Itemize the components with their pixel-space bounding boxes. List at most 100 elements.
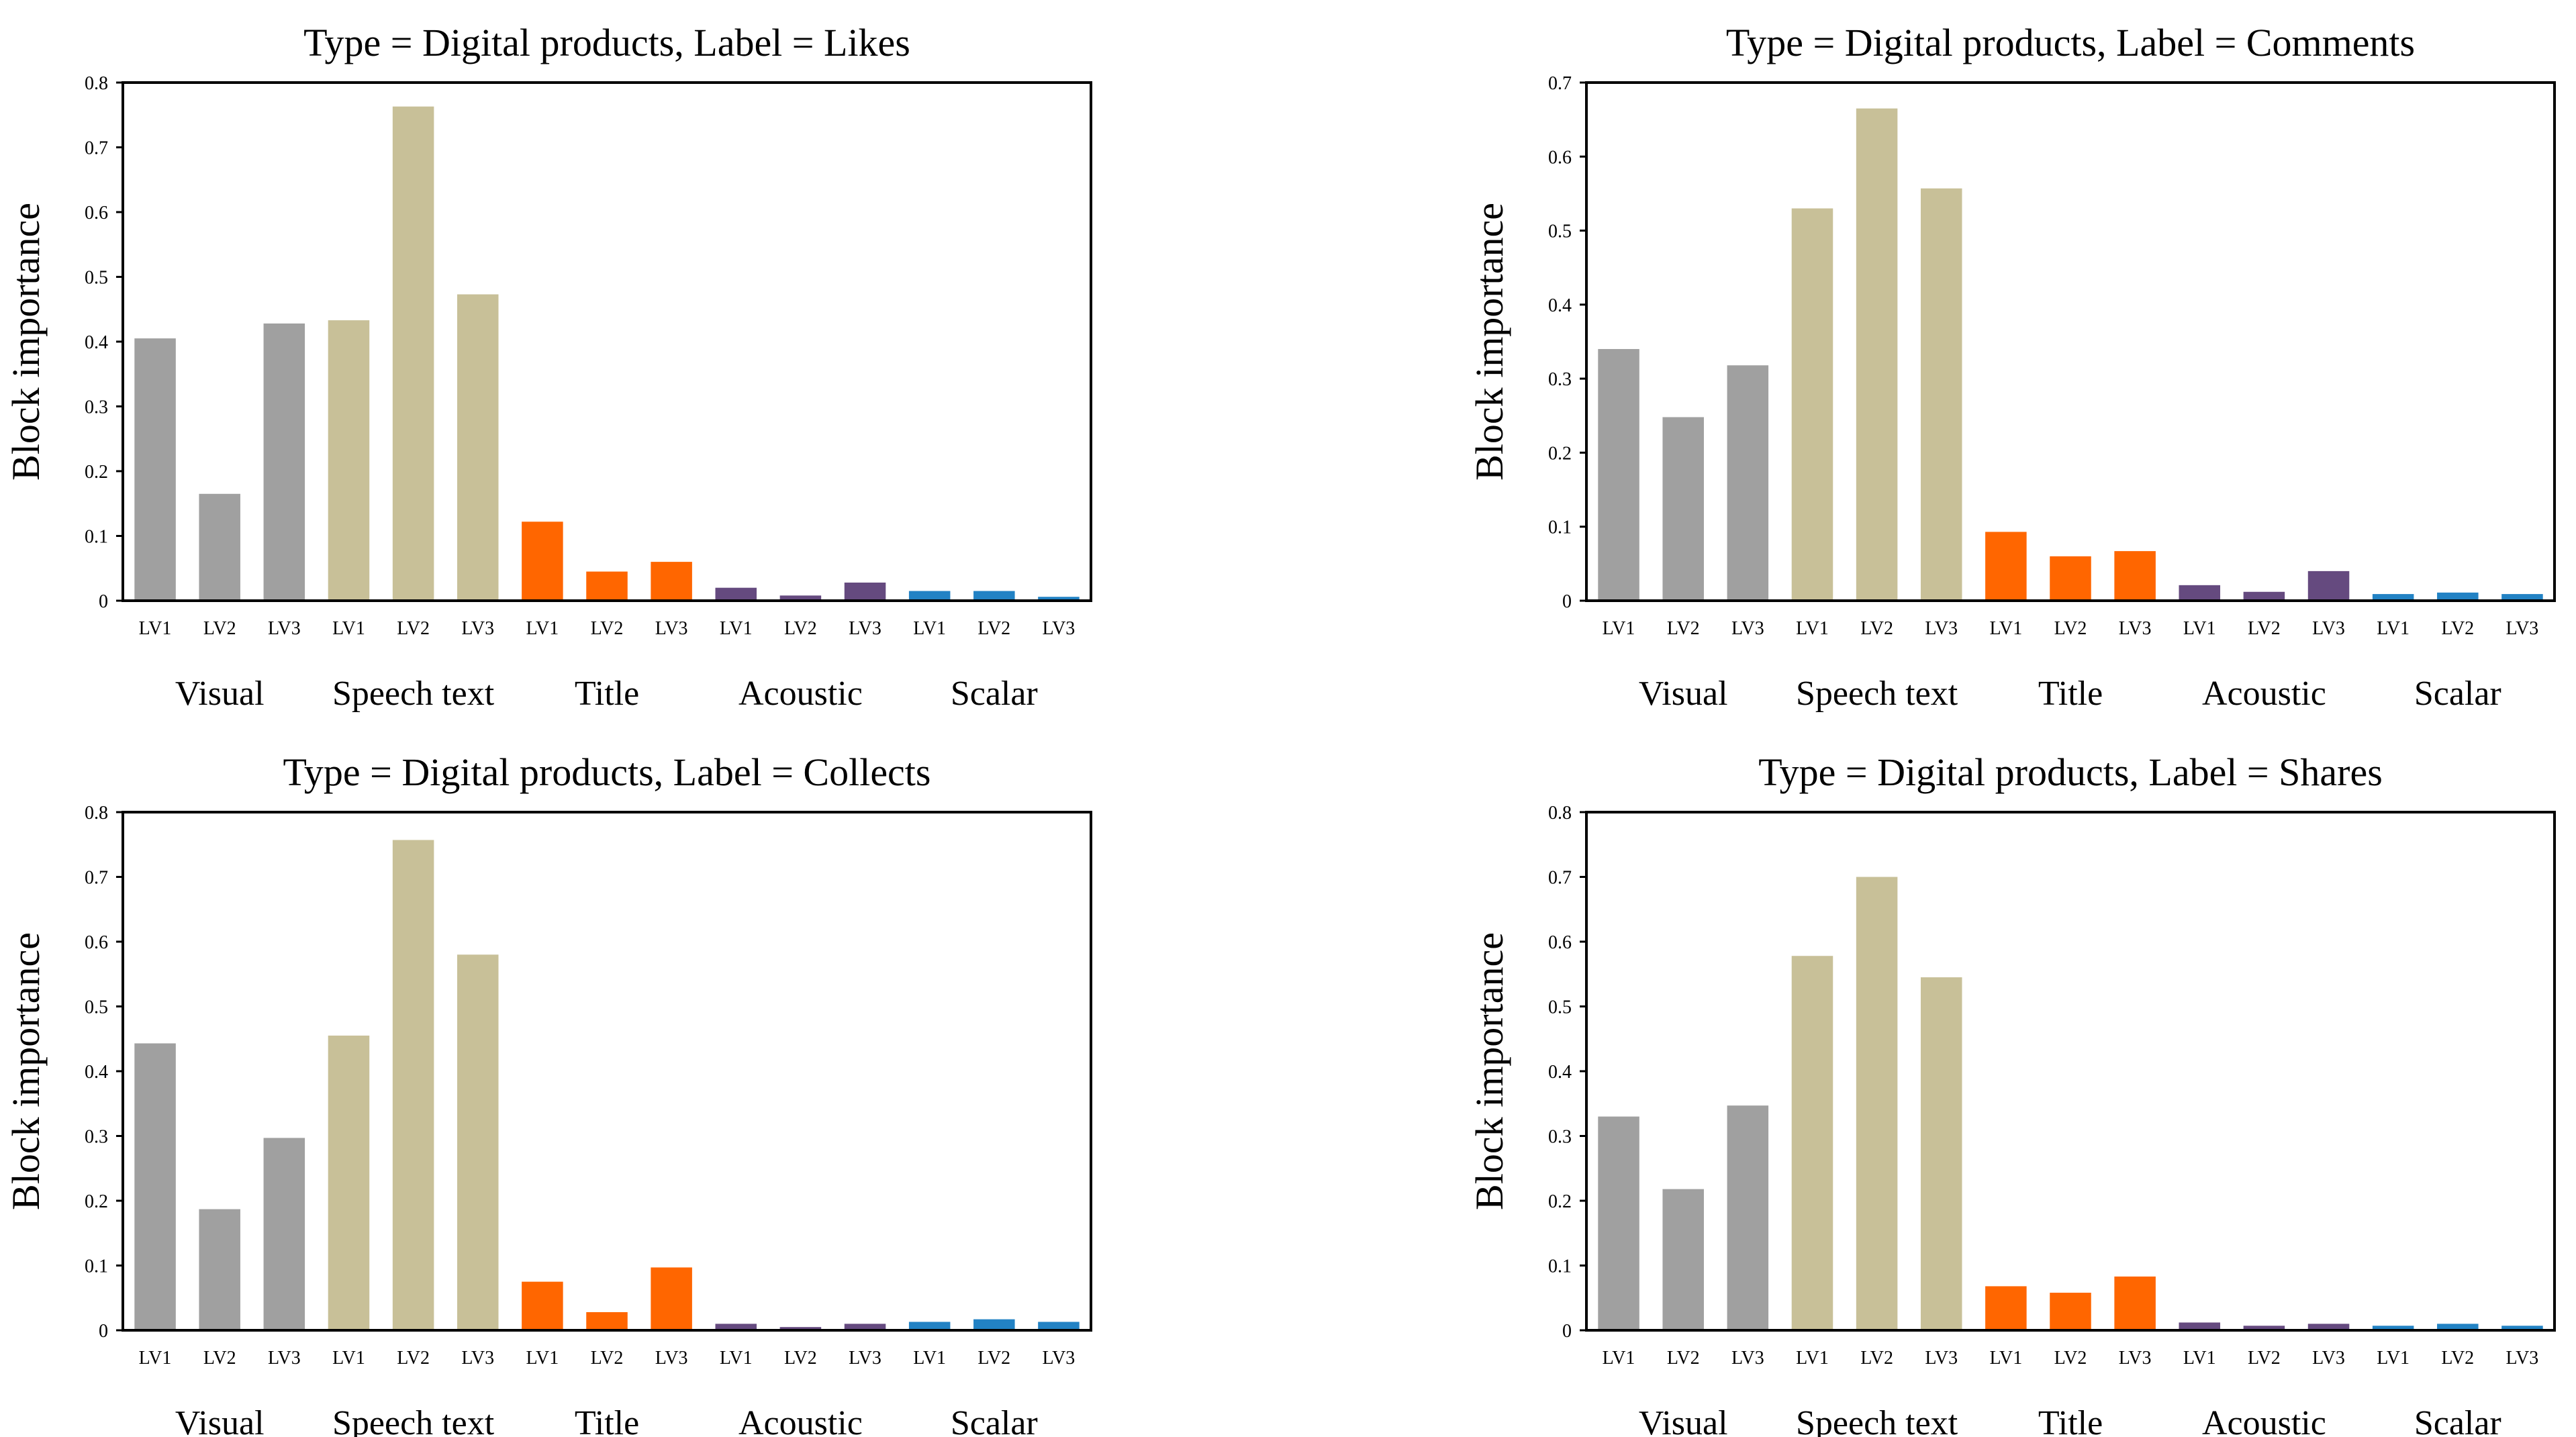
bar bbox=[844, 582, 886, 601]
bar bbox=[651, 1267, 692, 1330]
y-axis-label: Block importance bbox=[4, 932, 48, 1210]
bar bbox=[2307, 571, 2350, 601]
x-tick-label: LV3 bbox=[655, 618, 688, 639]
y-tick-label: 0.3 bbox=[1548, 369, 1572, 390]
y-tick-label: 0.4 bbox=[1548, 1062, 1572, 1083]
x-tick-label: LV1 bbox=[526, 1348, 559, 1369]
bar bbox=[328, 320, 370, 601]
chart-panel: Type = Digital products, Label = Likes Bl… bbox=[4, 21, 1092, 713]
group-label: Speech text bbox=[1796, 1404, 1958, 1437]
x-tick-label: LV1 bbox=[1989, 1348, 2022, 1369]
group-label: Scalar bbox=[2414, 675, 2501, 713]
y-tick-label: 0.7 bbox=[85, 868, 108, 889]
y-tick-label: 0.3 bbox=[85, 397, 108, 418]
group-label: Acoustic bbox=[738, 675, 863, 713]
bar bbox=[1038, 597, 1080, 601]
x-tick-label: LV3 bbox=[2312, 1348, 2345, 1369]
bar bbox=[715, 1324, 757, 1330]
x-tick-label: LV1 bbox=[720, 618, 753, 639]
group-label: Title bbox=[2038, 675, 2103, 713]
bar bbox=[263, 323, 305, 601]
x-tick-label: LV2 bbox=[591, 1348, 624, 1369]
x-tick-label: LV2 bbox=[591, 618, 624, 639]
bar bbox=[457, 954, 499, 1330]
bar bbox=[2179, 585, 2221, 601]
group-label: Title bbox=[2038, 1404, 2103, 1437]
x-tick-label: LV2 bbox=[977, 1348, 1010, 1369]
group-label: Visual bbox=[1639, 1404, 1728, 1437]
x-tick-label: LV3 bbox=[1731, 618, 1764, 639]
group-label: Scalar bbox=[951, 675, 1038, 713]
y-tick-label: 0.4 bbox=[1548, 295, 1572, 316]
bar bbox=[908, 591, 951, 601]
x-tick-label: LV1 bbox=[2377, 618, 2410, 639]
x-tick-label: LV1 bbox=[332, 1348, 365, 1369]
bar bbox=[973, 591, 1015, 601]
chart-title: Type = Digital products, Label = Likes bbox=[303, 21, 910, 64]
plot-frame bbox=[122, 811, 1092, 1332]
group-label: Speech text bbox=[1796, 675, 1958, 713]
x-tick-label: LV1 bbox=[2183, 618, 2216, 639]
x-tick-label: LV3 bbox=[268, 1348, 301, 1369]
x-tick-label: LV3 bbox=[461, 618, 494, 639]
y-tick-label: 0.1 bbox=[1548, 1256, 1572, 1277]
x-tick-label: LV3 bbox=[2312, 618, 2345, 639]
bar bbox=[134, 1043, 176, 1330]
chart-title: Type = Digital products, Label = Collect… bbox=[283, 750, 931, 794]
y-tick-label: 0.2 bbox=[85, 462, 108, 483]
bar bbox=[1662, 1189, 1704, 1330]
y-tick-label: 0.1 bbox=[85, 527, 108, 548]
bar bbox=[2307, 1324, 2350, 1330]
bar bbox=[1727, 365, 1769, 601]
y-tick-label: 0.1 bbox=[85, 1256, 108, 1277]
y-tick-label: 0.7 bbox=[85, 138, 108, 159]
bar bbox=[2437, 592, 2479, 601]
bar bbox=[2501, 1326, 2543, 1330]
bar bbox=[586, 571, 628, 601]
y-axis-label: Block importance bbox=[1468, 932, 1511, 1210]
x-tick-label: LV3 bbox=[461, 1348, 494, 1369]
x-tick-label: LV3 bbox=[2119, 618, 2152, 639]
x-tick-label: LV2 bbox=[1667, 618, 1700, 639]
bar bbox=[199, 1209, 240, 1330]
bar bbox=[1038, 1322, 1080, 1330]
y-tick-label: 0.3 bbox=[85, 1127, 108, 1148]
bar bbox=[1856, 877, 1898, 1330]
x-tick-label: LV2 bbox=[203, 618, 236, 639]
bar bbox=[844, 1324, 886, 1330]
bar bbox=[199, 493, 240, 601]
y-tick-label: 0.5 bbox=[85, 268, 108, 289]
x-tick-label: LV3 bbox=[849, 1348, 881, 1369]
x-tick-label: LV3 bbox=[849, 618, 881, 639]
x-tick-label: LV2 bbox=[397, 1348, 430, 1369]
group-label: Visual bbox=[175, 1404, 265, 1437]
bar bbox=[1985, 532, 2027, 601]
x-tick-label: LV1 bbox=[1603, 618, 1635, 639]
bar bbox=[2372, 1326, 2414, 1330]
plot-frame bbox=[1585, 811, 2556, 1332]
x-tick-label: LV2 bbox=[784, 1348, 817, 1369]
y-tick-label: 0.1 bbox=[1548, 517, 1572, 538]
y-tick-label: 0.2 bbox=[1548, 1191, 1572, 1212]
bar bbox=[779, 595, 822, 601]
y-tick-label: 0.8 bbox=[85, 73, 108, 94]
y-tick-label: 0 bbox=[99, 591, 108, 612]
plot-frame bbox=[1585, 81, 2556, 602]
y-tick-label: 0.6 bbox=[1548, 932, 1572, 953]
x-tick-label: LV1 bbox=[913, 1348, 946, 1369]
x-tick-label: LV3 bbox=[1925, 618, 1958, 639]
y-axis-label: Block importance bbox=[4, 203, 48, 481]
bar bbox=[2501, 594, 2543, 601]
y-tick-label: 0.7 bbox=[1548, 868, 1572, 889]
bar bbox=[522, 1281, 563, 1330]
chart-title: Type = Digital products, Label = Comment… bbox=[1726, 21, 2415, 64]
y-tick-label: 0.8 bbox=[85, 803, 108, 824]
x-tick-label: LV2 bbox=[2054, 618, 2087, 639]
group-label: Speech text bbox=[332, 1404, 495, 1437]
bar bbox=[779, 1327, 822, 1330]
x-tick-label: LV3 bbox=[1043, 618, 1076, 639]
bar bbox=[2372, 594, 2414, 601]
x-tick-label: LV3 bbox=[1925, 1348, 1958, 1369]
bar bbox=[973, 1319, 1015, 1330]
bar bbox=[1985, 1286, 2027, 1330]
